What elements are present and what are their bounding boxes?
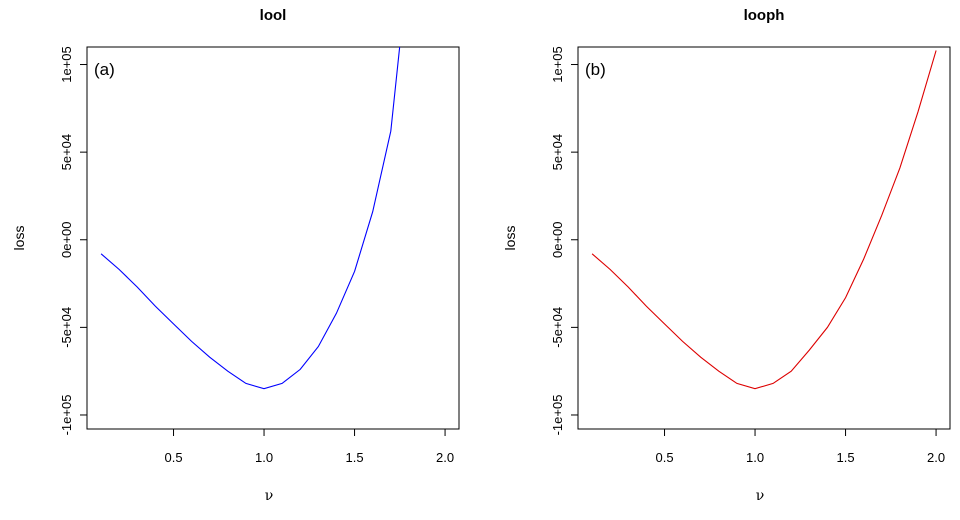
chart-title: looph	[744, 7, 785, 24]
plot-frame	[577, 46, 951, 430]
y-tick-label: -5e+04	[550, 307, 565, 348]
y-tick-label: -1e+05	[59, 395, 74, 436]
x-tick-label: 0.5	[164, 450, 182, 465]
y-tick-label: -1e+05	[550, 395, 565, 436]
x-tick-label: 1.5	[837, 450, 855, 465]
series-line	[591, 50, 937, 390]
chart-title: lool	[260, 7, 287, 24]
y-tick-label: 0e+00	[59, 221, 74, 258]
x-axis-label: ν	[265, 488, 274, 504]
y-tick-label: 0e+00	[550, 221, 565, 258]
y-tick-label: 5e+04	[550, 134, 565, 171]
plot-frame	[86, 46, 460, 430]
x-axis-label: ν	[756, 488, 765, 504]
x-tick-label: 1.0	[255, 450, 273, 465]
panel-2: looph (b) 0.5 1.0 1.5 2.0 ν -1e+05 -5e+04 0e+00 5e…	[502, 7, 951, 504]
panel-1: lool (a) 0.5 1.0 1.5 2.0 ν -1e+05 -5e+04 0e+00 5e+…	[11, 7, 460, 504]
x-tick-label: 1.0	[746, 450, 764, 465]
x-tick-label: 2.0	[436, 450, 454, 465]
series-line	[100, 47, 401, 390]
x-tick-label: 2.0	[927, 450, 945, 465]
y-tick-label: -5e+04	[59, 307, 74, 348]
y-tick-label: 5e+04	[59, 134, 74, 171]
y-axis-label: loss	[502, 226, 518, 251]
y-tick-label: 1e+05	[59, 46, 74, 83]
x-tick-label: 1.5	[346, 450, 364, 465]
x-tick-label: 0.5	[655, 450, 673, 465]
panel-label: (a)	[94, 60, 115, 79]
y-tick-label: 1e+05	[550, 46, 565, 83]
panel-label: (b)	[585, 60, 606, 79]
y-axis-label: loss	[11, 226, 27, 251]
